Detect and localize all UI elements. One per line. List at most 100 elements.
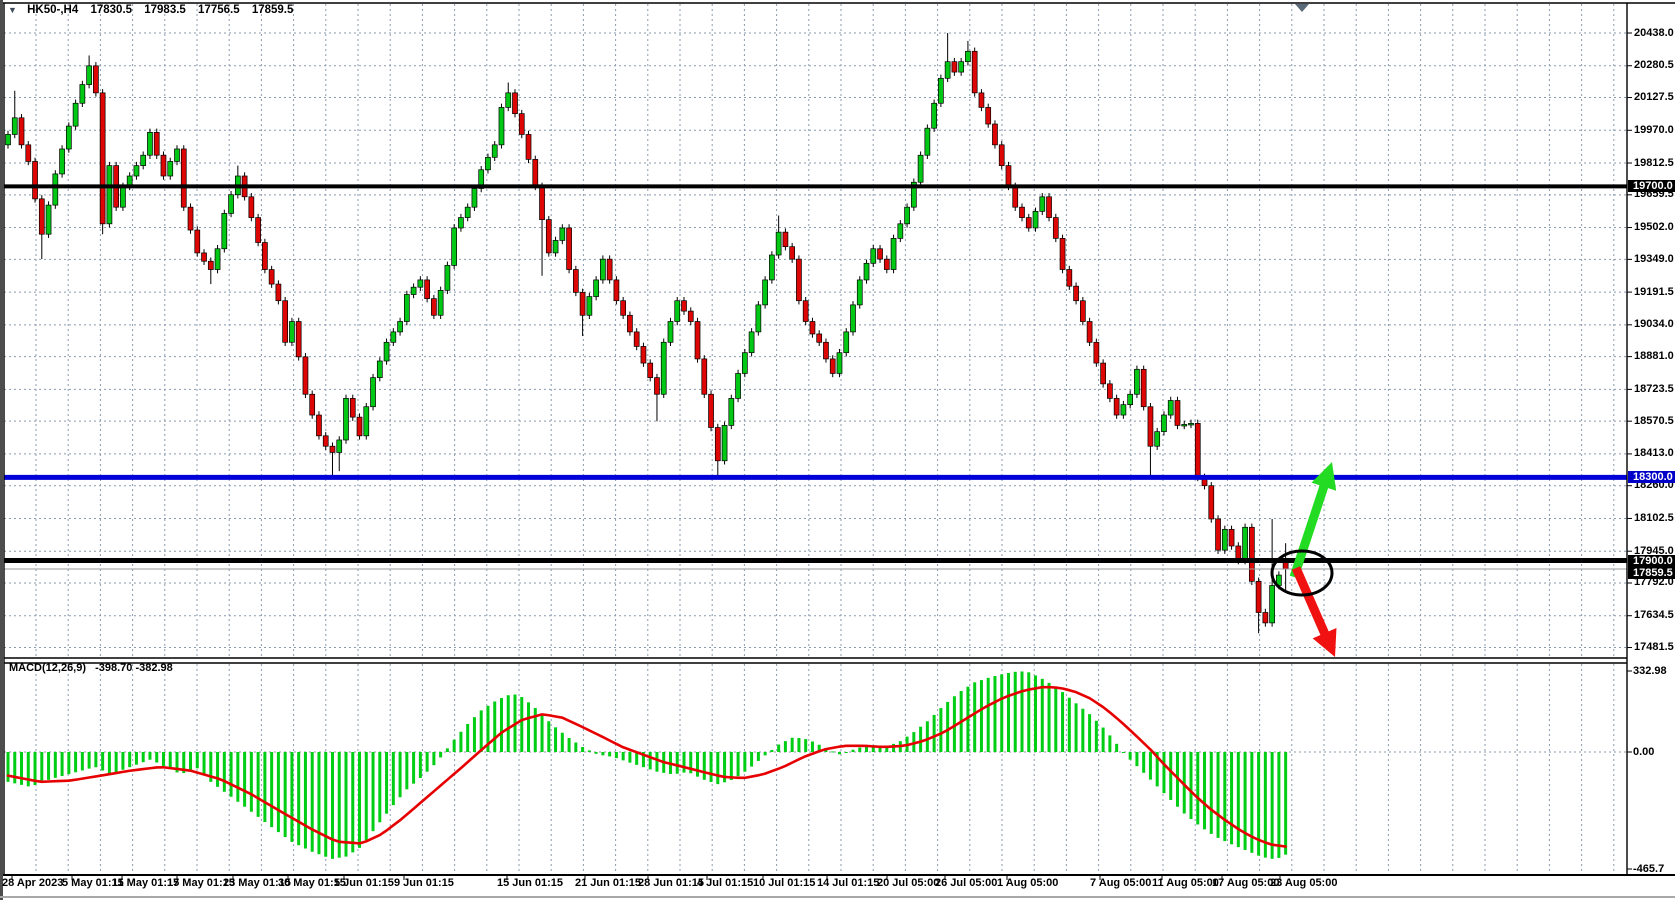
candle	[843, 331, 850, 354]
candle	[1019, 206, 1025, 218]
price-axis-label: 19034.0	[1634, 318, 1674, 331]
candle	[978, 92, 985, 108]
candlestick-series	[5, 33, 1289, 634]
time-axis-label: 26 Jul 05:00	[935, 877, 998, 889]
candle	[701, 358, 708, 395]
candle	[1221, 529, 1228, 551]
candle	[498, 107, 505, 146]
candle	[1100, 362, 1106, 385]
candle	[316, 414, 322, 437]
candle	[18, 117, 25, 146]
candle	[721, 425, 728, 462]
time-axis-label: 28 Jun 01:15	[638, 877, 705, 889]
time-axis-label: 11 May 01:15	[112, 877, 180, 889]
candle	[850, 304, 856, 333]
time-axis-label: 4 Jul 01:15	[697, 877, 754, 889]
candle	[59, 148, 65, 175]
time-axis-label: 17 May 01:15	[167, 877, 235, 889]
price-axis-label: 18413.0	[1634, 447, 1674, 460]
candle	[363, 406, 370, 437]
time-axis-label: 28 Apr 2023	[2, 877, 64, 889]
candle	[383, 341, 390, 362]
price-badge-19700.0: 19700.0	[1628, 180, 1675, 192]
candle	[417, 279, 424, 288]
candle	[1154, 431, 1161, 447]
candle	[52, 173, 59, 206]
time-axis-label: 20 Jul 05:00	[877, 877, 940, 889]
time-axis-label: 21 Jun 01:15	[575, 877, 642, 889]
candle	[708, 393, 714, 428]
ohlc-close: 17859.5	[251, 4, 294, 16]
price-axis-label: 18570.5	[1634, 414, 1674, 427]
price-badge-18300.0: 18300.0	[1628, 471, 1675, 483]
candle	[823, 341, 829, 360]
candle	[1127, 393, 1134, 405]
candle	[174, 148, 180, 162]
chevron-down-icon[interactable]: ▼	[8, 5, 17, 15]
candle	[647, 362, 654, 378]
price-axis-label: 17792.0	[1634, 576, 1674, 589]
candle	[883, 258, 890, 270]
price-axis-label: 20280.5	[1634, 59, 1674, 72]
candle	[221, 213, 228, 250]
candle	[1113, 398, 1120, 416]
candle	[86, 65, 92, 85]
candle	[992, 123, 998, 146]
candle	[397, 321, 403, 333]
candle	[5, 134, 11, 146]
candle	[714, 427, 721, 462]
candle	[1188, 423, 1194, 426]
circle-annotation[interactable]	[1270, 549, 1334, 597]
candle	[322, 435, 329, 447]
candle	[1147, 406, 1154, 447]
candle	[302, 356, 309, 395]
symbol-period-label: HK50-,H4	[27, 4, 79, 16]
time-axis-label: 11 Aug 05:00	[1152, 877, 1219, 889]
candle	[789, 246, 796, 260]
macd-axis-label: -465.7	[1633, 862, 1665, 875]
candle	[910, 181, 917, 208]
candle	[579, 292, 586, 316]
candle	[606, 258, 613, 281]
grid-lines	[4, 4, 1627, 874]
candle	[613, 279, 620, 302]
candle	[1269, 585, 1275, 624]
candle	[681, 300, 687, 312]
price-axis-label: 19191.5	[1634, 285, 1674, 298]
candle	[1215, 518, 1221, 551]
price-axis-label: 19502.0	[1634, 221, 1674, 234]
candle	[248, 196, 255, 218]
candle	[1032, 210, 1039, 229]
candle	[201, 252, 207, 262]
candle	[728, 398, 735, 426]
bullish-arrow-annotation[interactable]	[1282, 458, 1345, 581]
candle	[1242, 526, 1248, 561]
macd-axis-label: 332.98	[1633, 664, 1667, 677]
candle	[79, 84, 86, 104]
candle	[160, 154, 167, 177]
time-axis-label: 5 May 01:15	[62, 877, 124, 889]
candle	[133, 165, 140, 177]
candle	[1255, 580, 1262, 613]
candle	[532, 159, 539, 187]
price-axis-label: 19659.5	[1634, 188, 1674, 201]
candle	[228, 194, 234, 214]
candle	[120, 186, 126, 208]
candle	[93, 65, 99, 94]
bearish-arrow-annotation[interactable]	[1284, 563, 1347, 662]
time-axis-label: 15 Jun 01:15	[497, 877, 564, 889]
candle	[998, 144, 1005, 166]
candle	[25, 144, 32, 162]
candle	[525, 134, 532, 160]
candle	[802, 300, 809, 322]
candle	[1059, 238, 1066, 270]
candle	[829, 358, 836, 374]
candle	[667, 321, 674, 343]
price-axis-label: 18723.5	[1634, 382, 1674, 395]
time-axis-label: 14 Jul 01:15	[817, 877, 880, 889]
candle	[877, 248, 883, 260]
candle	[735, 373, 741, 399]
candle	[924, 127, 931, 156]
candle	[1039, 196, 1046, 212]
